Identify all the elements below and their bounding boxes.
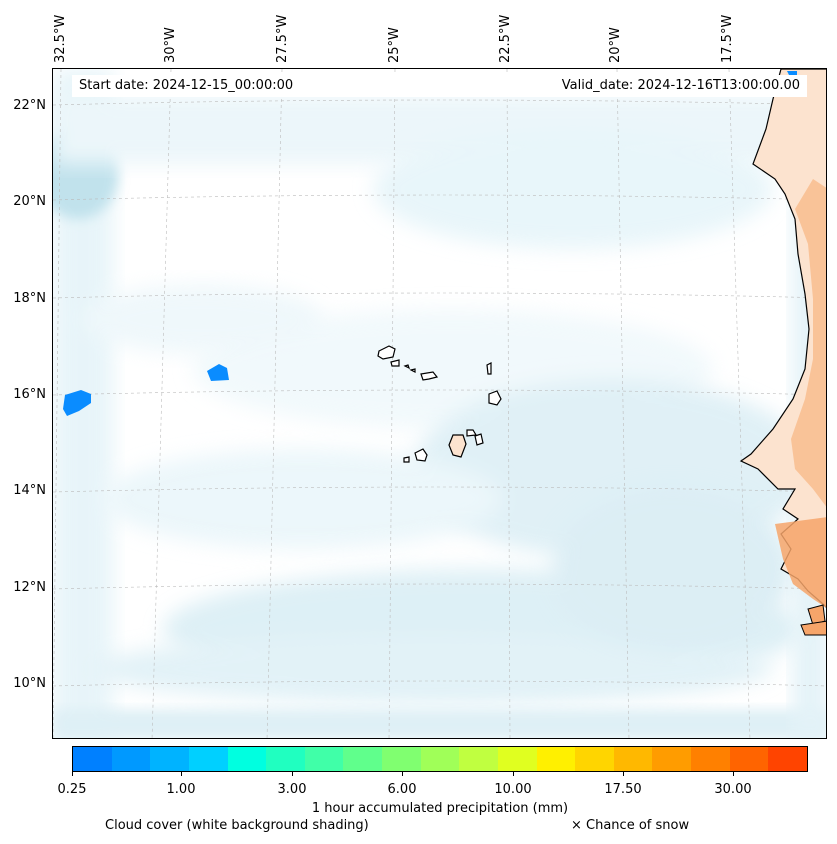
- colorbar-tick-label: 3.00: [277, 782, 307, 797]
- lon-label-32.5w: 32.5°W: [53, 14, 68, 63]
- start-date-text: Start date: 2024-12-15_00:00:00: [79, 78, 294, 93]
- date-header-bar: Start date: 2024-12-15_00:00:00 Valid_da…: [72, 75, 807, 97]
- colorbar-tick-mark: [292, 772, 293, 776]
- colorbar-tick-mark: [72, 772, 73, 776]
- african-coast: [739, 69, 826, 636]
- colorbar-tick-label: 1.00: [166, 782, 196, 797]
- lat-label-16n: 16°N: [13, 387, 46, 402]
- cloud-cover-shading: [53, 69, 826, 738]
- lon-label-30w: 30°W: [163, 27, 178, 63]
- colorbar-swatch: [266, 747, 305, 771]
- colorbar-swatch: [150, 747, 189, 771]
- lat-label-18n: 18°N: [13, 291, 46, 306]
- lat-label-14n: 14°N: [13, 483, 46, 498]
- lat-label-22n: 22°N: [13, 98, 46, 113]
- cape-verde-islands: [377, 345, 502, 463]
- colorbar-tick-mark: [402, 772, 403, 776]
- colorbar-tick-label: 6.00: [387, 782, 417, 797]
- colorbar-swatch: [73, 747, 112, 771]
- colorbar-tick-label: 0.25: [57, 782, 87, 797]
- colorbar-swatch: [382, 747, 421, 771]
- colorbar-swatch: [691, 747, 730, 771]
- colorbar-tick-mark: [623, 772, 624, 776]
- lon-label-22.5w: 22.5°W: [498, 14, 513, 63]
- colorbar-tick-mark: [733, 772, 734, 776]
- colorbar-swatch: [304, 747, 344, 771]
- lat-label-10n: 10°N: [13, 676, 46, 691]
- map-panel: [52, 68, 827, 739]
- colorbar-swatch: [420, 747, 460, 771]
- lon-label-27.5w: 27.5°W: [275, 14, 290, 63]
- colorbar-tick-label: 30.00: [714, 782, 752, 797]
- colorbar-swatch: [575, 747, 614, 771]
- lon-label-25w: 25°W: [387, 27, 402, 63]
- lat-label-20n: 20°N: [13, 194, 46, 209]
- colorbar-swatch: [613, 747, 653, 771]
- lat-label-12n: 12°N: [13, 580, 46, 595]
- snow-chance-note: × Chance of snow: [571, 818, 690, 833]
- colorbar-swatch: [768, 747, 807, 771]
- colorbar-tick-label: 17.50: [604, 782, 642, 797]
- colorbar-swatch: [729, 747, 769, 771]
- colorbar-swatch: [343, 747, 382, 771]
- map-canvas: [53, 69, 826, 738]
- colorbar-label: 1 hour accumulated precipitation (mm): [311, 801, 569, 816]
- colorbar-swatch: [652, 747, 691, 771]
- colorbar-tick-label: 10.00: [494, 782, 532, 797]
- colorbar-swatch: [497, 747, 537, 771]
- precip-colorbar: [72, 746, 808, 772]
- valid-date-text: Valid_date: 2024-12-16T13:00:00.00: [561, 78, 800, 93]
- colorbar-swatch: [111, 747, 151, 771]
- lon-label-20w: 20°W: [608, 27, 623, 63]
- graticule: [53, 69, 826, 738]
- colorbar-tick-mark: [181, 772, 182, 776]
- colorbar-tick-mark: [513, 772, 514, 776]
- colorbar-swatch: [227, 747, 267, 771]
- cloud-cover-note: Cloud cover (white background shading): [105, 818, 369, 833]
- precipitation-areas: [63, 71, 797, 416]
- colorbar-swatch: [188, 747, 228, 771]
- colorbar-swatch: [459, 747, 498, 771]
- lon-label-17.5w: 17.5°W: [720, 14, 735, 63]
- colorbar-swatch: [536, 747, 576, 771]
